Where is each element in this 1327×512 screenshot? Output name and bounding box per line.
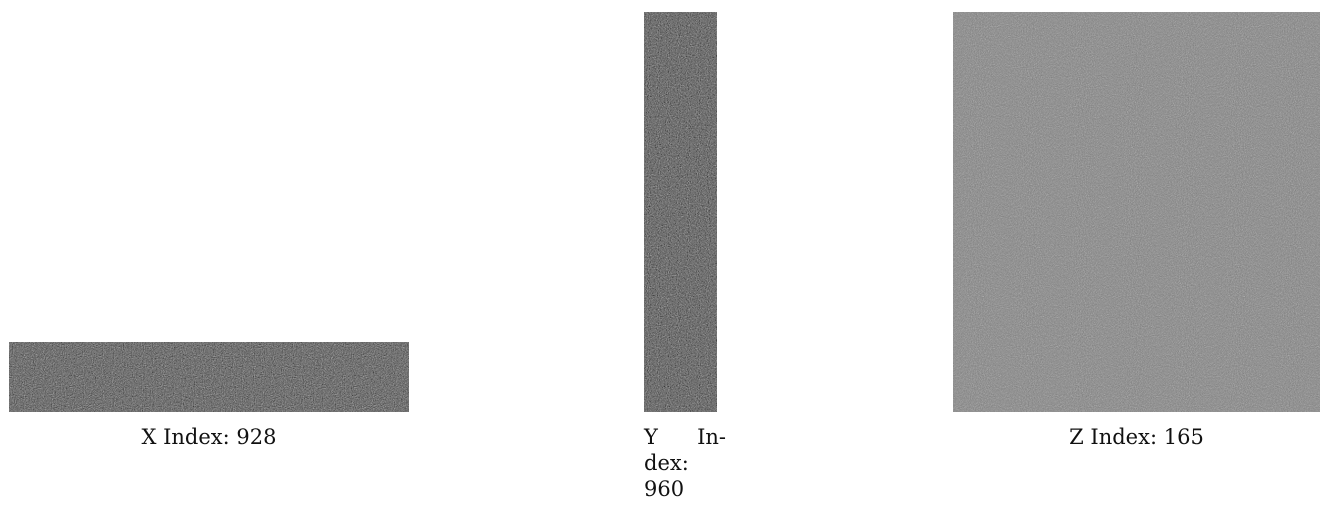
z-index-value: 165	[1163, 425, 1204, 449]
y-index-caption: Y In- dex: 960	[644, 424, 728, 502]
x-index-value: 928	[236, 425, 277, 449]
y-index-label-word1: Y	[644, 425, 658, 449]
y-index-value: 960	[644, 477, 685, 501]
x-index-caption: X Index: 928	[9, 424, 409, 450]
x-slice-image	[9, 342, 409, 412]
z-slice-image	[953, 12, 1320, 412]
x-index-label: X Index:	[141, 425, 230, 449]
z-index-label: Z Index:	[1069, 425, 1158, 449]
y-slice-image	[644, 12, 717, 412]
z-index-caption: Z Index: 165	[953, 424, 1320, 450]
y-index-label-word2-part2: dex:	[644, 451, 689, 475]
y-index-label-word2-part1: In-	[697, 425, 726, 449]
